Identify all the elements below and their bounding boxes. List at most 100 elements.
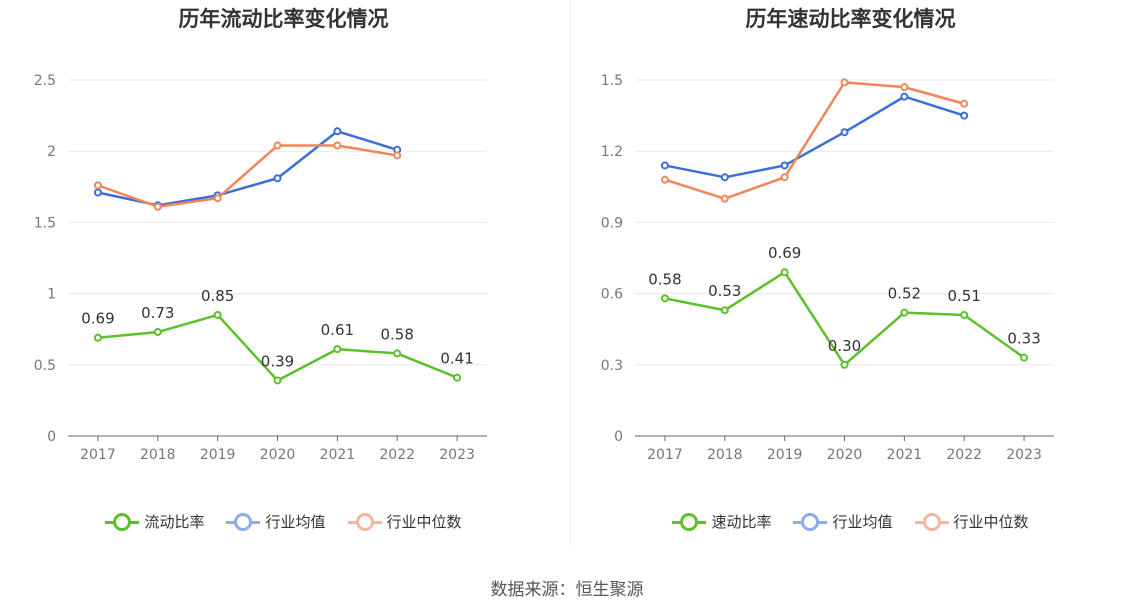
quick-ratio-chart: 0 0.3 0.6 0.9 1.2 1.5 2017 2018 2019 2020 2021 2022… xyxy=(601,73,1054,463)
industry-median-series-point[interactable] xyxy=(720,194,729,203)
legend-label: 行业中位数 xyxy=(386,513,462,531)
data-label: 0.41 xyxy=(440,350,473,368)
x-tick-label: 2021 xyxy=(887,447,923,463)
data-label: 0.85 xyxy=(201,287,234,305)
main-series-point[interactable] xyxy=(153,328,162,337)
legend-marker-icon xyxy=(672,512,707,531)
industry-median-series-line xyxy=(664,81,965,200)
chart-title: 历年流动比率变化情况 xyxy=(178,7,389,31)
legend-marker-icon xyxy=(105,512,140,531)
main-series-point[interactable] xyxy=(213,310,222,319)
chart-title: 历年速动比率变化情况 xyxy=(745,7,956,31)
main-series-point[interactable] xyxy=(1020,353,1029,362)
y-tick-label: 0.9 xyxy=(601,215,623,231)
legend-marker-icon xyxy=(226,512,261,531)
legend-marker-icon xyxy=(914,512,949,531)
industry-mean-series-point[interactable] xyxy=(840,128,849,137)
legend-marker-icon xyxy=(793,512,828,531)
current-ratio-panel: 历年流动比率变化情况 0 0.5 1 1.5 2 2.5 2017 2018 2019 2020 2… xyxy=(0,0,567,560)
main-series-point[interactable] xyxy=(393,349,402,358)
industry-median-series-point[interactable] xyxy=(333,141,342,150)
main-series-point[interactable] xyxy=(900,308,909,317)
legend-item-industry-median[interactable]: 行业中位数 xyxy=(347,511,462,532)
data-label: 0.52 xyxy=(888,285,921,303)
main-series-point[interactable] xyxy=(93,333,102,342)
data-label: 0.69 xyxy=(81,310,114,328)
y-tick-label: 0 xyxy=(47,429,56,445)
main-series-point[interactable] xyxy=(453,373,462,382)
industry-median-series-point[interactable] xyxy=(393,151,402,160)
industry-mean-series-point[interactable] xyxy=(900,92,909,101)
legend-item-current-ratio[interactable]: 流动比率 xyxy=(105,511,204,532)
y-tick-label: 1 xyxy=(47,287,56,303)
x-tick-label: 2017 xyxy=(647,447,683,463)
industry-mean-series-line xyxy=(97,130,398,207)
legend-label: 流动比率 xyxy=(144,513,205,531)
y-tick-label: 0.3 xyxy=(601,358,623,374)
main-series-point[interactable] xyxy=(780,268,789,277)
quick-ratio-panel: 历年速动比率变化情况 0 0.3 0.6 0.9 1.2 1.5 2017 2018 2019 2… xyxy=(567,0,1134,560)
data-label: 0.58 xyxy=(648,270,681,288)
industry-median-series-point[interactable] xyxy=(93,181,102,190)
main-series-point[interactable] xyxy=(720,306,729,315)
industry-median-series-point[interactable] xyxy=(900,83,909,92)
y-tick-label: 1.2 xyxy=(601,144,623,160)
data-label: 0.53 xyxy=(708,282,741,300)
legend-label: 行业均值 xyxy=(832,513,893,531)
industry-mean-series-point[interactable] xyxy=(333,127,342,136)
legend-label: 行业均值 xyxy=(265,513,326,531)
main-series-point[interactable] xyxy=(840,360,849,369)
legend-item-industry-mean[interactable]: 行业均值 xyxy=(793,511,893,532)
x-tick-label: 2020 xyxy=(260,447,296,463)
y-tick-label: 0.6 xyxy=(601,287,623,303)
data-label: 0.61 xyxy=(321,321,354,339)
main-series-point[interactable] xyxy=(660,294,669,303)
data-label: 0.39 xyxy=(261,352,294,370)
main-series-point[interactable] xyxy=(333,345,342,354)
industry-median-series-line xyxy=(97,144,398,208)
industry-median-series-point[interactable] xyxy=(273,141,282,150)
y-tick-label: 1.5 xyxy=(601,73,623,89)
main-series-point[interactable] xyxy=(273,376,282,385)
industry-mean-series-point[interactable] xyxy=(660,161,669,170)
x-tick-label: 2017 xyxy=(80,447,116,463)
industry-median-series-point[interactable] xyxy=(840,78,849,87)
x-tick-label: 2022 xyxy=(946,447,982,463)
industry-median-series-point[interactable] xyxy=(153,202,162,211)
industry-mean-series-point[interactable] xyxy=(720,173,729,182)
industry-median-series-point[interactable] xyxy=(213,194,222,203)
legend: 速动比率 行业均值 行业中位数 xyxy=(567,511,1134,532)
legend-item-industry-mean[interactable]: 行业均值 xyxy=(226,511,326,532)
data-label: 0.73 xyxy=(141,304,174,322)
x-tick-label: 2018 xyxy=(140,447,176,463)
data-label: 0.33 xyxy=(1007,330,1040,348)
y-tick-label: 1.5 xyxy=(34,215,56,231)
current-ratio-chart: 0 0.5 1 1.5 2 2.5 2017 2018 2019 2020 2021 2022 2023… xyxy=(34,73,487,463)
industry-mean-series-point[interactable] xyxy=(93,188,102,197)
legend: 流动比率 行业均值 行业中位数 xyxy=(0,511,567,532)
y-tick-label: 0.5 xyxy=(34,358,56,374)
legend-marker-icon xyxy=(347,512,382,531)
industry-median-series-point[interactable] xyxy=(780,173,789,182)
x-tick-label: 2019 xyxy=(200,447,236,463)
industry-mean-series-line xyxy=(664,95,965,179)
data-source: 数据来源：恒生聚源 xyxy=(490,580,644,600)
industry-median-series-point[interactable] xyxy=(660,175,669,184)
industry-mean-series-point[interactable] xyxy=(780,161,789,170)
legend-label: 速动比率 xyxy=(711,513,772,531)
x-tick-label: 2021 xyxy=(320,447,356,463)
data-label: 0.69 xyxy=(768,244,801,262)
x-tick-label: 2020 xyxy=(827,447,863,463)
industry-mean-series-point[interactable] xyxy=(960,111,969,120)
x-tick-label: 2023 xyxy=(439,447,475,463)
main-series-point[interactable] xyxy=(960,310,969,319)
x-tick-label: 2023 xyxy=(1006,447,1042,463)
industry-median-series-point[interactable] xyxy=(960,99,969,108)
industry-mean-series-point[interactable] xyxy=(273,174,282,183)
y-tick-label: 2.5 xyxy=(34,73,56,89)
x-tick-label: 2018 xyxy=(707,447,743,463)
legend-item-industry-median[interactable]: 行业中位数 xyxy=(914,511,1029,532)
legend-label: 行业中位数 xyxy=(953,513,1029,531)
data-label: 0.30 xyxy=(828,337,861,355)
legend-item-quick-ratio[interactable]: 速动比率 xyxy=(672,511,771,532)
